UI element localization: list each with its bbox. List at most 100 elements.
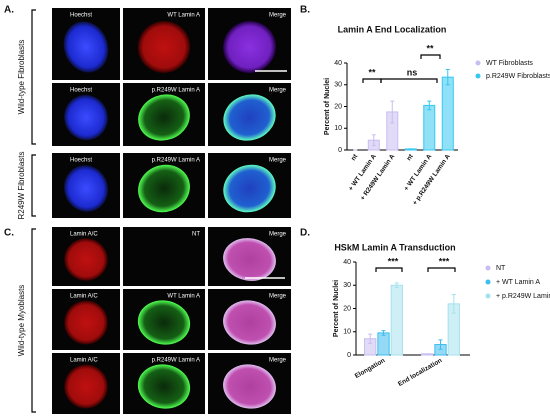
significance-bracket [380,78,438,83]
significance-bracket [427,267,456,272]
nucleus [63,21,109,73]
channel-label: Lamin A/C [70,294,98,300]
x-tick-label: End localization [397,357,443,388]
error-bar [438,339,443,350]
micrograph [123,227,205,286]
channel-label: p.R249W Lamin A [152,358,200,364]
legend-marker [485,279,491,285]
channel-label: NT [192,232,200,238]
legend-label: + WT Lamin A [496,279,540,286]
error-bar [451,294,456,314]
group-bracket [31,228,36,413]
y-tick-label: 10 [343,329,351,336]
nucleus [64,165,108,212]
y-tick-label: 20 [343,305,351,312]
bar [390,284,403,356]
group-bracket [31,9,36,145]
nucleus [223,238,276,281]
channel-label: Merge [269,13,287,19]
error-bar [394,282,399,289]
group-label: Wild-type Fibroblasts [17,40,26,115]
y-tick-label: 30 [334,82,342,89]
nucleus [137,21,191,73]
legend-label: p.R249W Fibroblasts [486,73,550,80]
legend-label: WT Fibroblasts [486,60,533,67]
legend-marker [485,265,491,271]
nucleus [64,300,108,345]
nucleus [137,300,191,345]
y-tick-label: 0 [347,352,351,359]
x-tick-label: + R249W Lamin A [359,153,396,202]
nucleus [138,164,190,213]
legend-marker [475,73,481,79]
group-label: R249W Fibroblasts [17,151,26,219]
nucleus [223,21,276,73]
significance-bracket [375,267,403,272]
channel-label: Merge [269,294,287,300]
panel-label: D. [300,228,310,239]
chart-title: Lamin A End Localization [338,24,447,34]
channel-label: Merge [269,232,287,238]
channel-label: Merge [269,358,287,364]
significance-label: *** [388,256,399,266]
nucleus [223,300,276,345]
legend-marker [485,293,491,299]
error-bar [371,134,376,147]
channel-label: Lamin A/C [70,232,98,238]
channel-label: WT Lamin A [167,13,200,19]
nucleus [138,94,190,141]
channel-label: Merge [269,88,287,94]
x-tick-label: Elongation [354,357,387,380]
chart-title: HSkM Lamin A Transduction [334,242,455,252]
channel-label: Lamin A/C [70,358,98,364]
y-tick-label: 30 [343,282,351,289]
panel-label: B. [300,5,310,16]
y-axis-label: Percent of Nuclei [324,78,331,135]
nucleus [223,164,276,213]
panel-label: C. [4,228,14,239]
significance-bracket [420,54,441,59]
bar [423,104,436,151]
error-bar [381,330,386,336]
error-bar [427,100,432,111]
channel-label: p.R249W Lamin A [152,158,200,164]
error-bar [368,333,373,344]
significance-label: ns [407,67,418,77]
nucleus [64,364,108,409]
channel-label: Hoechst [70,13,92,19]
y-tick-label: 40 [343,259,351,266]
channel-label: Merge [269,158,287,164]
channel-label: WT Lamin A [167,294,200,300]
error-bar [390,100,395,124]
legend-label: NT [496,265,506,272]
nucleus [64,94,108,141]
channel-label: Hoechst [70,158,92,164]
micrographs [52,8,291,414]
group-label: Wild-type Myoblasts [17,285,26,357]
nucleus [137,364,191,409]
nucleus [223,364,276,409]
x-tick-label: nt [350,152,360,162]
significance-bracket [362,78,382,83]
x-tick-label: + p.R249W Lamin A [411,153,451,207]
panel-label: A. [4,5,14,16]
channel-label: Hoechst [70,88,92,94]
legend-marker [475,60,481,66]
significance-label: *** [439,256,450,266]
significance-label: ** [426,43,434,53]
y-tick-label: 0 [338,147,342,154]
x-tick-label: nt [406,152,416,162]
nucleus [223,94,276,141]
y-axis-label: Percent of Nuclei [333,280,340,337]
bar [441,76,454,151]
error-bar [445,69,450,86]
y-tick-label: 20 [334,103,342,110]
nucleus [64,238,108,281]
significance-label: ** [368,67,376,77]
y-tick-label: 40 [334,60,342,67]
channel-label: p.R249W Lamin A [152,88,200,94]
legend-label: + p.R249W Lamin A [496,293,550,300]
group-bracket [31,154,36,217]
y-tick-label: 10 [334,125,342,132]
